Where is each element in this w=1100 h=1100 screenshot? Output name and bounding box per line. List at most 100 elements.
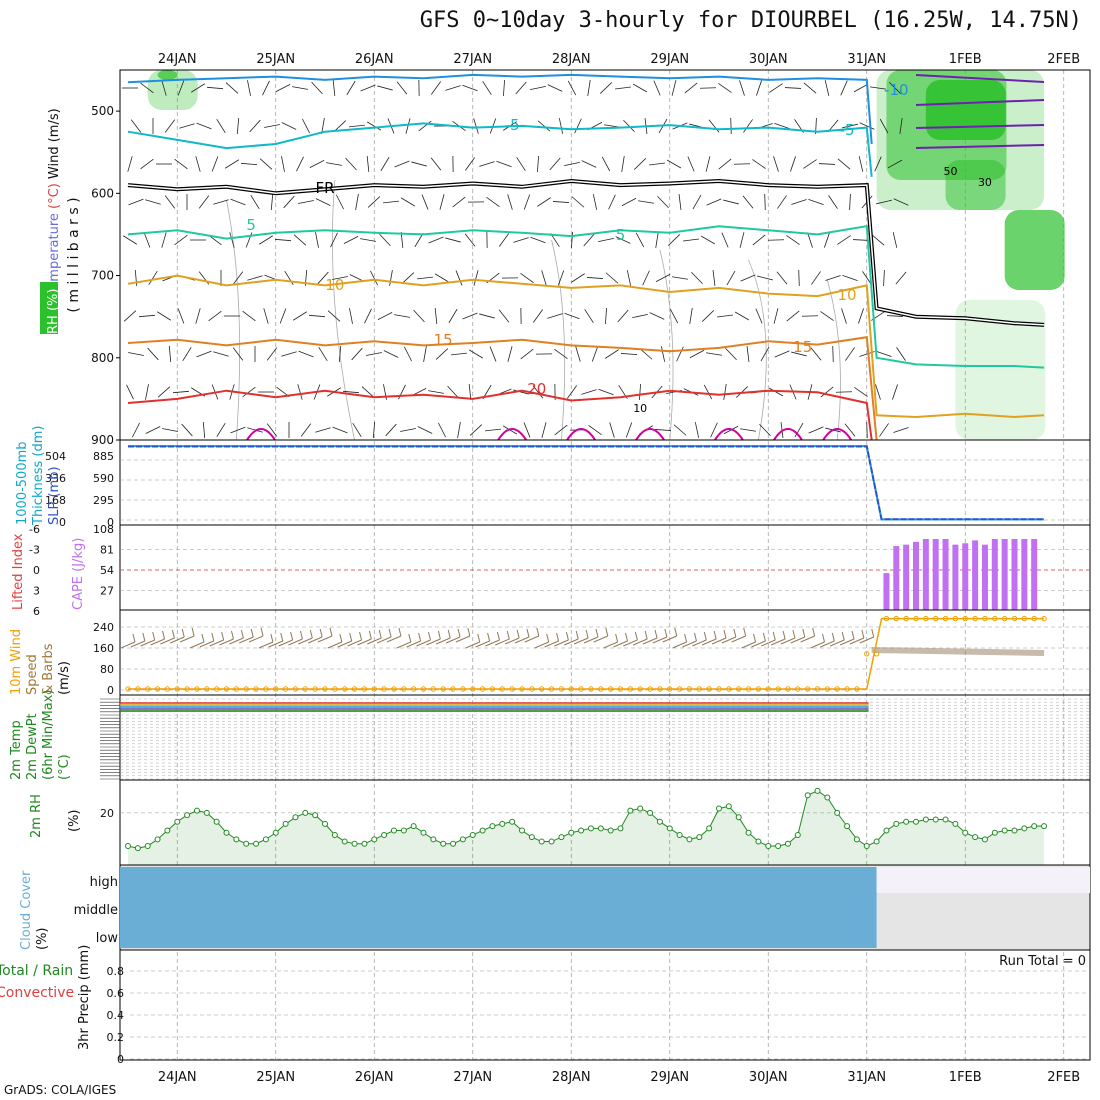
rh2m-point [942, 816, 949, 823]
rh2m-point [853, 836, 860, 843]
wind-speed-marker [204, 686, 210, 692]
wind10m-barb-flag [309, 629, 313, 639]
wind-speed-marker [873, 651, 880, 657]
wind-barb [532, 385, 544, 399]
wind-speed-marker [558, 686, 565, 692]
wind-barb [489, 346, 497, 362]
wind-barb [858, 156, 864, 172]
wind10m-barb [406, 640, 421, 648]
wind-speed-marker [243, 686, 249, 692]
wind-barb [462, 84, 478, 92]
wind-barb [689, 349, 705, 359]
wind10m-barb [160, 637, 175, 645]
wind-barb [297, 384, 303, 400]
rh-shade-blob [1004, 210, 1065, 290]
wind10m-barb [849, 637, 865, 645]
wind-barb [315, 232, 319, 248]
wind-barb [676, 346, 684, 362]
li-tick-label: -6 [29, 523, 40, 536]
rh2m-point [164, 827, 171, 834]
wind-speed-marker [942, 615, 949, 622]
wind10m-barb [751, 640, 766, 648]
isotherm-25-bump [635, 428, 665, 441]
wind-barb [283, 195, 295, 209]
wind10m-barb [810, 641, 825, 649]
isotherm-25-bump [497, 428, 527, 441]
wind-barb [571, 273, 585, 283]
wind10m-barb [298, 637, 313, 645]
wind-barb [794, 422, 804, 438]
pressure-tick-label: 600 [91, 186, 114, 200]
wind-barb [852, 239, 870, 241]
rh2m-point [784, 840, 791, 847]
wind-speed-marker [282, 686, 289, 692]
wind-barb [479, 161, 495, 167]
wind-barb [213, 351, 229, 357]
isotherm--5 [127, 122, 873, 177]
wind-barb [445, 85, 461, 91]
wind-barb [837, 158, 851, 170]
wind-tick-label: 80 [100, 663, 114, 676]
rh2m-point [794, 831, 801, 838]
wind-barb [689, 308, 693, 324]
wind-speed-marker [420, 686, 427, 692]
wind10m-barb-flag [329, 627, 333, 637]
wind-speed-marker [509, 686, 515, 692]
wind10m-barb [613, 640, 628, 648]
wind-barb [617, 309, 629, 323]
cape-bar [1021, 539, 1028, 610]
rh2m-point [597, 825, 604, 832]
wind-barb [211, 156, 219, 172]
wind-speed-marker [302, 686, 308, 692]
wind-barb [292, 86, 308, 90]
cape-bar [962, 543, 969, 610]
wind10m-barb [465, 641, 480, 649]
precip-tick-label: 0.8 [107, 965, 125, 978]
wind10m-barb [721, 636, 737, 644]
pressure-units-label: ( m i l l i b a r s ) [66, 197, 82, 312]
wind-barb [385, 423, 397, 437]
wind-ylabel: 10m WindSpeed& Barbs(m/s) [9, 629, 72, 695]
wind-barb [434, 308, 438, 324]
wind10m-barb [396, 641, 411, 649]
wind-barb [832, 345, 834, 363]
wind-speed-marker [952, 615, 959, 622]
cold-isotherm-line [915, 74, 1045, 83]
wind10m-barb [859, 636, 874, 644]
wind10m-barb-flag [782, 630, 786, 640]
wind-barb [438, 422, 446, 438]
wind-barb [876, 351, 892, 357]
rh-contours-group [226, 179, 841, 441]
wind10m-barb-flag [211, 632, 215, 642]
rh-shade-blob [945, 160, 1006, 210]
wind-barb [739, 232, 745, 248]
wind-barb [756, 80, 762, 96]
wind-barb [866, 421, 868, 439]
wind-speed-marker [706, 686, 712, 692]
thickness-series-line [128, 445, 1045, 521]
t2m-series-band [120, 704, 869, 706]
contour-label: -5 [505, 116, 520, 134]
wind10m-barb-flag [605, 627, 609, 637]
wind-barb [671, 80, 677, 96]
wind-barb [807, 232, 813, 248]
wind-barb [566, 385, 578, 399]
wind-barb [588, 424, 602, 436]
wind10m-barb-flag [221, 631, 225, 641]
rh-shade-blob [955, 300, 1046, 440]
wind10m-barb [317, 635, 333, 643]
wind-barb [247, 275, 263, 281]
wind-barb [379, 233, 391, 247]
wind10m-barb-flag [861, 629, 865, 639]
wind-speed-marker [598, 686, 604, 692]
wind10m-barb [583, 636, 599, 644]
wind-barb [400, 428, 416, 432]
wind10m-barb-flag [299, 630, 303, 640]
wind-barb [377, 85, 393, 91]
wind10m-barb-flag [644, 630, 648, 640]
li-tick-label: 0 [33, 564, 40, 577]
rh2m-point [922, 816, 929, 823]
wind-barb [649, 312, 665, 320]
wind10m-barb [219, 638, 234, 646]
wind-barb [678, 194, 682, 210]
